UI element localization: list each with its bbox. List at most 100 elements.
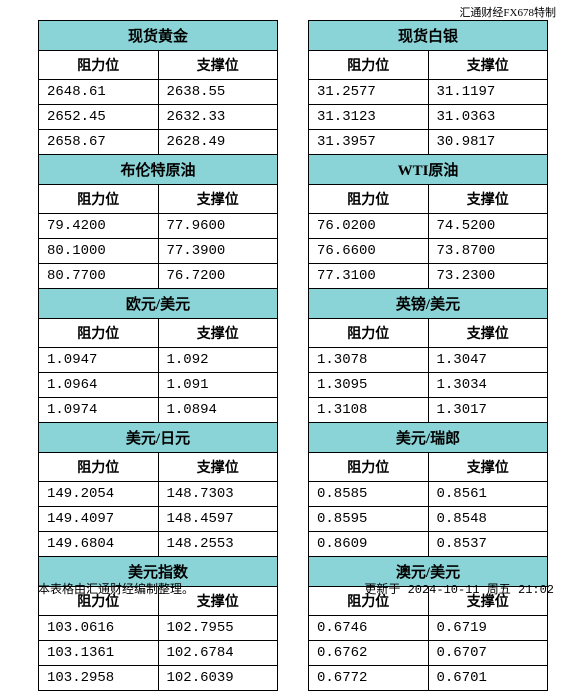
- support-value: 1.092: [159, 348, 278, 372]
- block-title: 美元/日元: [39, 423, 277, 453]
- table-row: 1.31081.3017: [309, 398, 547, 422]
- support-header: 支撑位: [429, 319, 548, 347]
- table-row: 1.09641.091: [39, 373, 277, 398]
- table-row: 77.310073.2300: [309, 264, 547, 288]
- right-block-0: 现货白银阻力位支撑位31.257731.119731.312331.036331…: [308, 20, 548, 155]
- block-title: 欧元/美元: [39, 289, 277, 319]
- resistance-value: 80.7700: [39, 264, 159, 288]
- resistance-value: 77.3100: [309, 264, 429, 288]
- resistance-value: 0.8609: [309, 532, 429, 556]
- resistance-value: 2658.67: [39, 130, 159, 154]
- resistance-value: 2648.61: [39, 80, 159, 104]
- column-headers: 阻力位支撑位: [309, 51, 547, 80]
- table-row: 1.09741.0894: [39, 398, 277, 422]
- support-value: 1.0894: [159, 398, 278, 422]
- support-value: 148.7303: [159, 482, 278, 506]
- resistance-value: 2652.45: [39, 105, 159, 129]
- table-row: 149.2054148.7303: [39, 482, 277, 507]
- support-header: 支撑位: [159, 453, 278, 481]
- resistance-value: 1.0974: [39, 398, 159, 422]
- resistance-value: 1.3108: [309, 398, 429, 422]
- table-row: 2648.612638.55: [39, 80, 277, 105]
- resistance-value: 31.3123: [309, 105, 429, 129]
- resistance-value: 149.6804: [39, 532, 159, 556]
- left-block-1: 布伦特原油阻力位支撑位79.420077.960080.100077.39008…: [38, 155, 278, 289]
- support-value: 0.8537: [429, 532, 548, 556]
- table-row: 0.85850.8561: [309, 482, 547, 507]
- support-value: 0.8561: [429, 482, 548, 506]
- left-block-3: 美元/日元阻力位支撑位149.2054148.7303149.4097148.4…: [38, 423, 278, 557]
- table-row: 2658.672628.49: [39, 130, 277, 154]
- support-value: 1.3034: [429, 373, 548, 397]
- resistance-value: 0.6762: [309, 641, 429, 665]
- table-row: 103.1361102.6784: [39, 641, 277, 666]
- resistance-value: 1.0964: [39, 373, 159, 397]
- column-headers: 阻力位支撑位: [309, 453, 547, 482]
- resistance-header: 阻力位: [39, 453, 159, 481]
- resistance-value: 149.4097: [39, 507, 159, 531]
- resistance-value: 76.6600: [309, 239, 429, 263]
- table-row: 31.312331.0363: [309, 105, 547, 130]
- header-note: 汇通财经FX678特制: [459, 4, 556, 20]
- table-row: 149.4097148.4597: [39, 507, 277, 532]
- right-block-4: 澳元/美元阻力位支撑位0.67460.67190.67620.67070.677…: [308, 557, 548, 691]
- resistance-header: 阻力位: [309, 319, 429, 347]
- left-block-4: 美元指数阻力位支撑位103.0616102.7955103.1361102.67…: [38, 557, 278, 691]
- block-title: 美元/瑞郎: [309, 423, 547, 453]
- support-value: 1.3017: [429, 398, 548, 422]
- resistance-header: 阻力位: [39, 319, 159, 347]
- support-value: 76.7200: [159, 264, 278, 288]
- support-value: 0.8548: [429, 507, 548, 531]
- table-row: 2652.452632.33: [39, 105, 277, 130]
- footer: 本表格由汇通财经编制整理。 更新于 2024-10-11 周五 21:02: [0, 580, 566, 597]
- resistance-value: 1.0947: [39, 348, 159, 372]
- table-row: 1.30951.3034: [309, 373, 547, 398]
- support-value: 77.9600: [159, 214, 278, 238]
- resistance-header: 阻力位: [309, 185, 429, 213]
- support-value: 148.4597: [159, 507, 278, 531]
- support-header: 支撑位: [429, 51, 548, 79]
- resistance-header: 阻力位: [39, 51, 159, 79]
- support-header: 支撑位: [429, 185, 548, 213]
- resistance-header: 阻力位: [309, 453, 429, 481]
- column-headers: 阻力位支撑位: [39, 185, 277, 214]
- support-value: 2628.49: [159, 130, 278, 154]
- right-block-2: 英镑/美元阻力位支撑位1.30781.30471.30951.30341.310…: [308, 289, 548, 423]
- table-row: 79.420077.9600: [39, 214, 277, 239]
- block-title: 现货黄金: [39, 21, 277, 51]
- column-headers: 阻力位支撑位: [39, 319, 277, 348]
- support-value: 102.7955: [159, 616, 278, 640]
- left-block-2: 欧元/美元阻力位支撑位1.09471.0921.09641.0911.09741…: [38, 289, 278, 423]
- resistance-value: 103.2958: [39, 666, 159, 690]
- resistance-value: 0.8595: [309, 507, 429, 531]
- support-value: 102.6039: [159, 666, 278, 690]
- table-row: 103.2958102.6039: [39, 666, 277, 690]
- support-value: 73.8700: [429, 239, 548, 263]
- table-row: 1.30781.3047: [309, 348, 547, 373]
- block-title: WTI原油: [309, 155, 547, 185]
- support-value: 31.1197: [429, 80, 548, 104]
- table-row: 76.660073.8700: [309, 239, 547, 264]
- table-row: 0.67460.6719: [309, 616, 547, 641]
- resistance-header: 阻力位: [309, 51, 429, 79]
- block-title: 现货白银: [309, 21, 547, 51]
- support-value: 0.6701: [429, 666, 548, 690]
- resistance-value: 31.2577: [309, 80, 429, 104]
- resistance-value: 0.8585: [309, 482, 429, 506]
- footer-source: 本表格由汇通财经编制整理。: [38, 580, 194, 597]
- support-value: 2632.33: [159, 105, 278, 129]
- resistance-value: 149.2054: [39, 482, 159, 506]
- resistance-value: 1.3095: [309, 373, 429, 397]
- table-row: 80.770076.7200: [39, 264, 277, 288]
- table-row: 149.6804148.2553: [39, 532, 277, 556]
- right-block-1: WTI原油阻力位支撑位76.020074.520076.660073.87007…: [308, 155, 548, 289]
- support-header: 支撑位: [429, 453, 548, 481]
- resistance-value: 79.4200: [39, 214, 159, 238]
- table-row: 103.0616102.7955: [39, 616, 277, 641]
- support-value: 0.6719: [429, 616, 548, 640]
- column-headers: 阻力位支撑位: [309, 319, 547, 348]
- footer-timestamp: 更新于 2024-10-11 周五 21:02: [364, 580, 554, 597]
- support-value: 1.091: [159, 373, 278, 397]
- resistance-value: 0.6772: [309, 666, 429, 690]
- resistance-header: 阻力位: [39, 185, 159, 213]
